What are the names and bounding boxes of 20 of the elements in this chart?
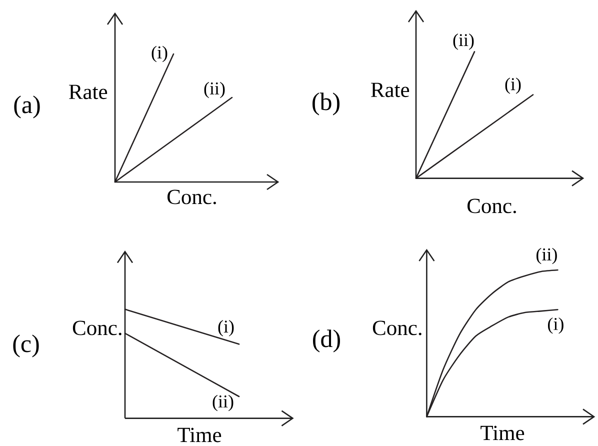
text: (c): [13, 334, 39, 358]
series-label: (ii): [204, 82, 225, 98]
x-axis-title: Conc.: [167, 190, 216, 204]
series-label: (i): [548, 317, 564, 334]
y-axis-title: Rate: [69, 84, 108, 100]
series-label: (i): [218, 320, 234, 336]
series-label: (i): [152, 46, 168, 62]
text: (d): [313, 330, 340, 352]
series-label: (ii): [453, 34, 474, 50]
x-axis-title: Conc.: [468, 198, 516, 214]
series-label: (ii): [536, 248, 557, 264]
y-axis-title: Rate: [371, 82, 410, 98]
y-axis-title: Conc.: [72, 320, 122, 336]
text: (a): [14, 96, 40, 118]
text: (b): [312, 92, 340, 116]
series-label: (i): [505, 78, 521, 94]
x-axis-title: Time: [480, 426, 524, 440]
y-axis-title: Conc.: [372, 320, 422, 336]
x-axis-title: Time: [178, 428, 222, 442]
series-label: (ii): [212, 394, 234, 412]
